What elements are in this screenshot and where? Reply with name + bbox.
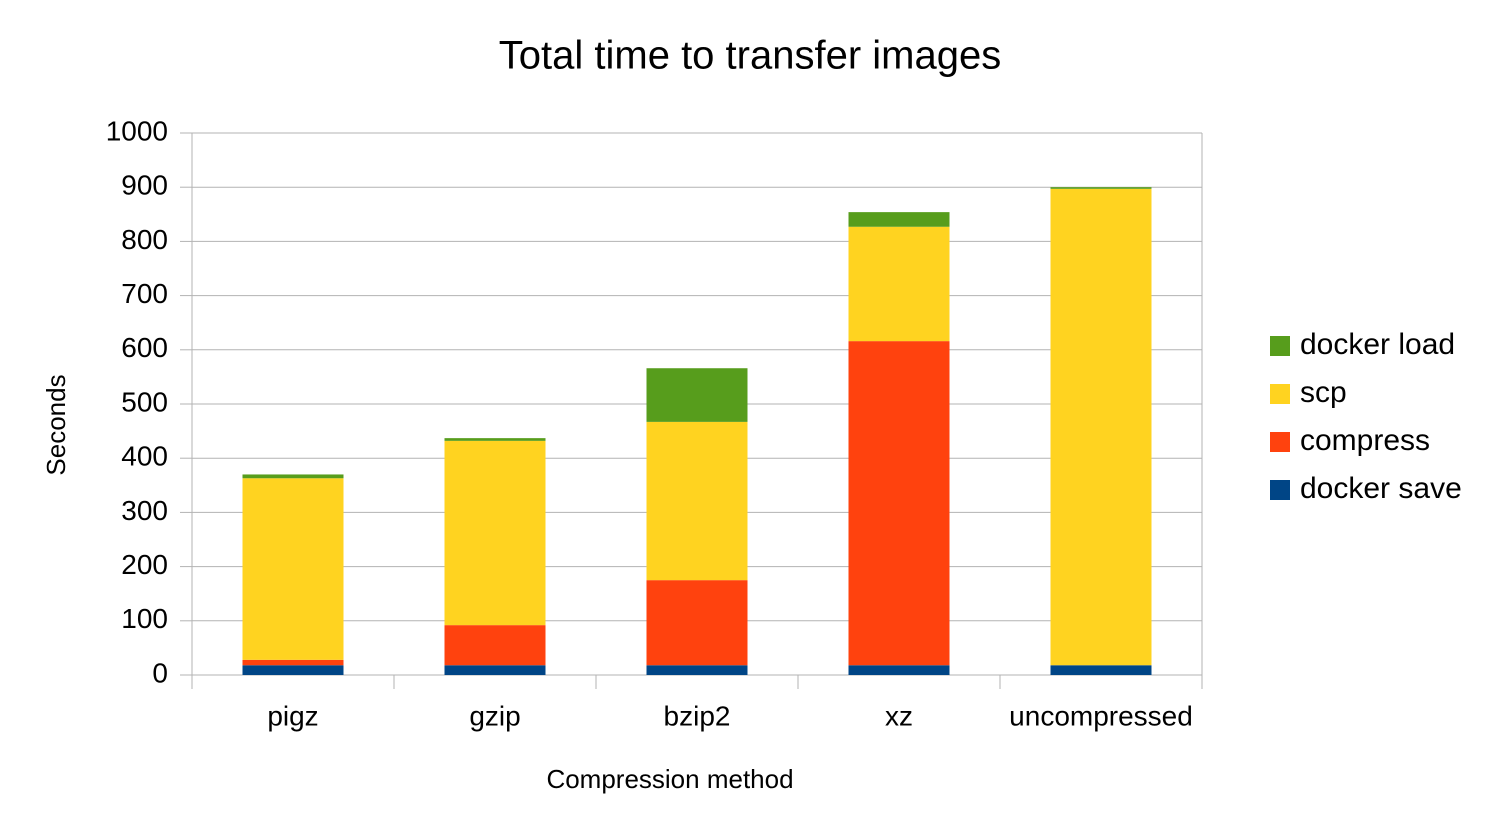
x-tick-label: pigz <box>267 700 318 731</box>
bar-segment <box>242 659 344 666</box>
legend-label: scp <box>1300 376 1347 409</box>
bar-segment <box>1050 187 1152 189</box>
bar-segment <box>242 474 344 479</box>
bar-segment <box>848 341 950 666</box>
bar-segment <box>444 440 546 626</box>
legend-swatch <box>1270 336 1290 356</box>
legend-label: docker save <box>1300 472 1462 505</box>
bar-segment <box>646 368 748 422</box>
y-tick-label: 800 <box>121 224 168 255</box>
y-axis-title: Seconds <box>41 374 71 475</box>
x-tick-label: bzip2 <box>664 700 731 731</box>
y-tick-label: 100 <box>121 603 168 634</box>
y-tick-label: 400 <box>121 441 168 472</box>
x-tick-label: uncompressed <box>1009 700 1193 731</box>
legend-swatch <box>1270 480 1290 500</box>
legend-label: compress <box>1300 424 1430 457</box>
bar-segment <box>848 665 950 675</box>
legend-label: docker load <box>1300 328 1455 361</box>
bar-segment <box>242 478 344 660</box>
x-axis-title: Compression method <box>546 764 793 794</box>
legend-swatch <box>1270 432 1290 452</box>
bar-segment <box>848 212 950 227</box>
bar-segment <box>646 421 748 581</box>
y-tick-label: 600 <box>121 332 168 363</box>
bar-segment <box>1050 188 1152 666</box>
y-tick-label: 700 <box>121 278 168 309</box>
bar-segment <box>646 580 748 666</box>
y-tick-label: 500 <box>121 386 168 417</box>
y-tick-label: 300 <box>121 495 168 526</box>
legend-swatch <box>1270 384 1290 404</box>
y-tick-label: 200 <box>121 549 168 580</box>
x-tick-label: gzip <box>469 700 520 731</box>
bar-segment <box>444 665 546 675</box>
x-tick-label: xz <box>885 700 913 731</box>
y-tick-label: 1000 <box>106 115 168 146</box>
bar-segment <box>848 226 950 342</box>
bar-segment <box>646 665 748 675</box>
bar-segment <box>1050 665 1152 675</box>
bar-segment <box>444 438 546 441</box>
bar-segment <box>242 665 344 675</box>
y-tick-label: 0 <box>152 657 168 688</box>
y-tick-label: 900 <box>121 170 168 201</box>
bar-segment <box>444 625 546 666</box>
chart-title: Total time to transfer images <box>499 34 1001 78</box>
